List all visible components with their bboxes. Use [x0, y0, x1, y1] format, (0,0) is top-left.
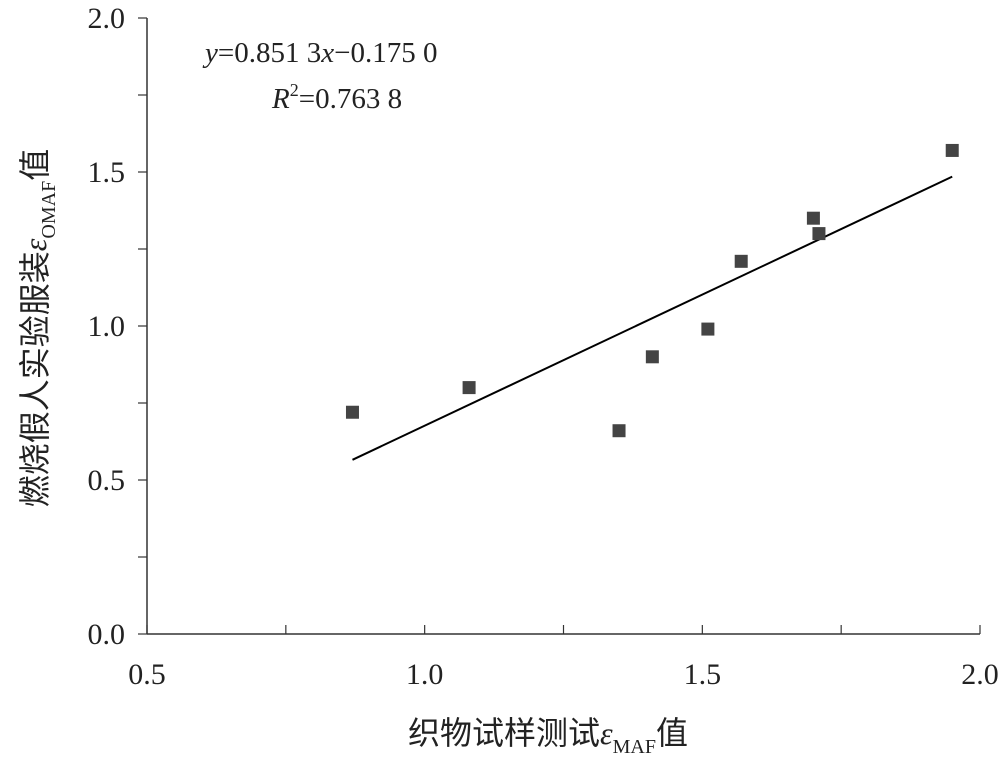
- data-point: [462, 381, 476, 395]
- data-points: [345, 143, 959, 438]
- tick-labels: 0.00.51.01.52.00.5 1.0 1.5 2.0: [88, 2, 999, 691]
- data-point: [645, 350, 659, 364]
- trendline-group: [352, 175, 953, 461]
- data-point: [612, 424, 626, 438]
- x-tick-label: 2.0: [961, 658, 999, 691]
- r-squared-label: R2=0.763 8: [271, 80, 402, 115]
- x-axis-title: 织物试样测试εMAF值: [408, 715, 688, 758]
- y-axis-title: 燃烧假人实验服装εOMAF值: [17, 149, 60, 507]
- data-point: [734, 254, 748, 268]
- y-tick-label: 2.0: [88, 2, 126, 35]
- y-tick-label: 1.0: [88, 310, 126, 343]
- data-point: [806, 211, 820, 225]
- data-point: [701, 322, 715, 336]
- trendline: [352, 175, 953, 461]
- x-tick-label: 0.5: [128, 658, 166, 691]
- x-tick-label: 1.0: [406, 658, 444, 691]
- data-point: [345, 405, 359, 419]
- data-point: [945, 143, 959, 157]
- y-tick-label: 1.5: [88, 156, 126, 189]
- x-tick-label: 1.5: [684, 658, 722, 691]
- data-point: [812, 227, 826, 241]
- ticks: [138, 17, 981, 635]
- y-tick-label: 0.0: [88, 618, 126, 651]
- y-tick-label: 0.5: [88, 464, 126, 497]
- regression-equation: y=0.851 3x−0.175 0: [202, 37, 437, 69]
